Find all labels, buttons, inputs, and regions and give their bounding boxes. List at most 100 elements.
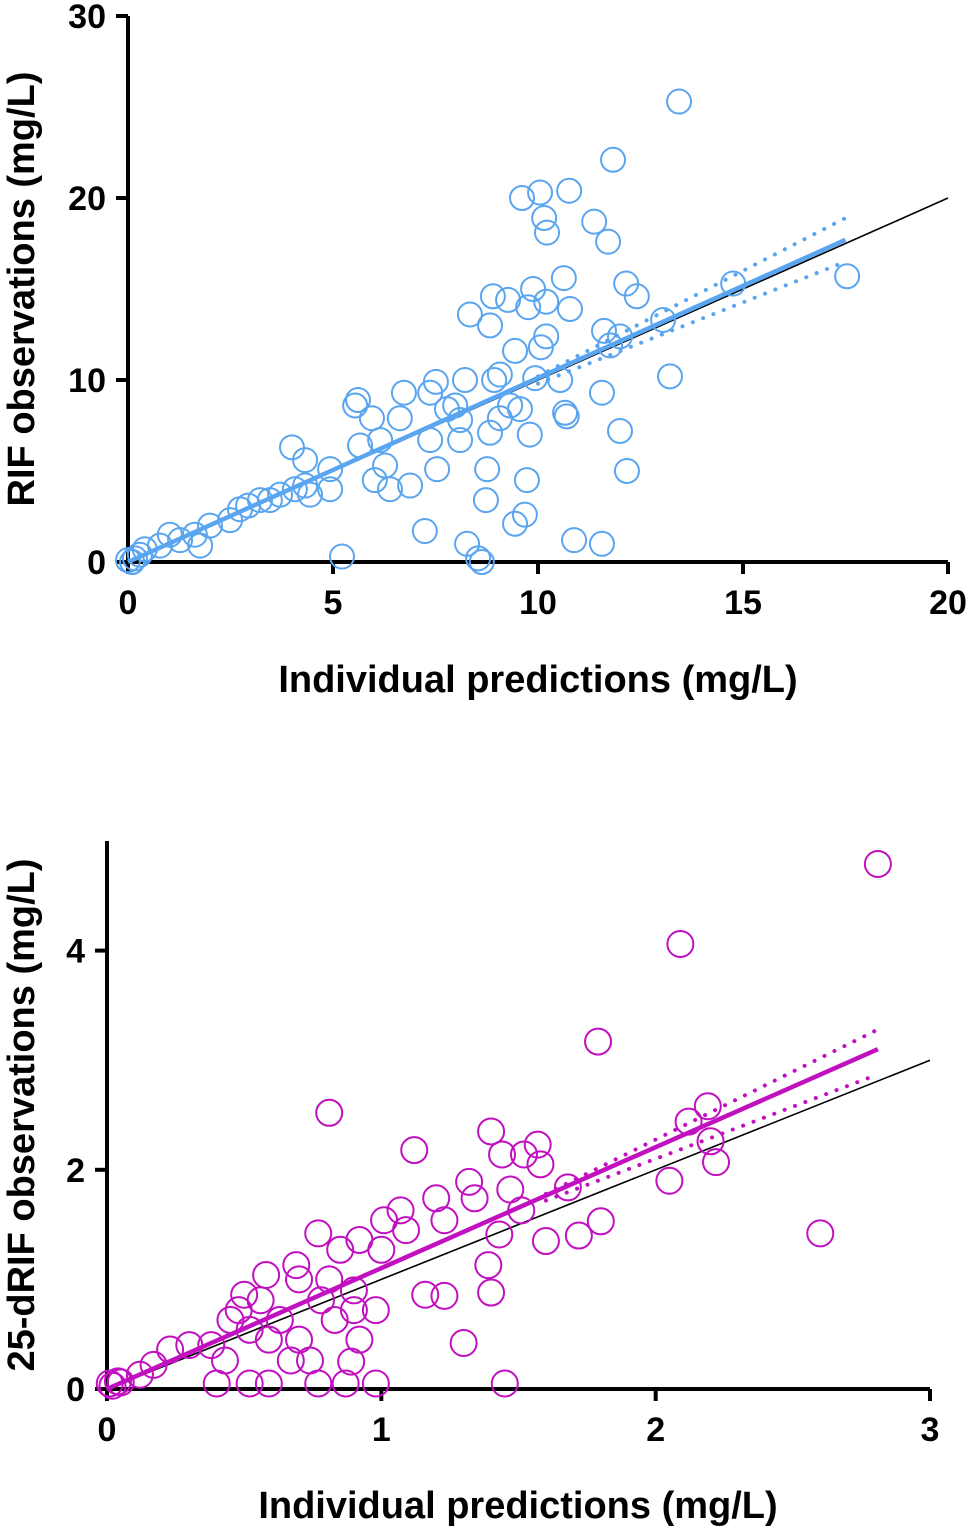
ci-lower-line: [543, 1072, 880, 1203]
rif-panel: Individual predictions (mg/L) RIF observ…: [1, 0, 967, 701]
data-point: [367, 427, 394, 454]
data-point: [468, 549, 495, 575]
x-axis-label: Individual predictions (mg/L): [258, 1485, 777, 1527]
data-point: [126, 541, 153, 568]
x-tick-label: 0: [119, 584, 138, 622]
data-point: [657, 363, 684, 390]
data-point: [455, 1167, 484, 1196]
data-point: [666, 88, 693, 115]
y-tick-label: 0: [66, 1371, 85, 1409]
25-drif-panel: Individual predictions (mg/L) 25-dRIF ob…: [1, 841, 939, 1527]
data-point: [513, 467, 540, 494]
data-point: [531, 1227, 560, 1256]
y-axis-label: RIF observations (mg/L): [1, 72, 43, 507]
data-point: [477, 1278, 506, 1307]
data-point: [516, 421, 543, 448]
data-point: [666, 930, 695, 959]
data-point: [613, 458, 640, 484]
data-point: [361, 1369, 390, 1398]
data-point: [417, 379, 444, 406]
data-point: [281, 476, 308, 503]
data-point: [474, 456, 501, 483]
data-point: [509, 185, 536, 211]
y-tick-label: 20: [68, 180, 106, 218]
data-point: [531, 205, 558, 232]
data-point: [607, 417, 633, 444]
data-point: [358, 405, 385, 432]
data-point: [156, 521, 183, 548]
x-tick-label: 10: [519, 584, 557, 622]
data-point: [304, 1219, 333, 1248]
data-point: [486, 361, 513, 388]
data-point: [452, 367, 479, 393]
x-tick-label: 0: [98, 1411, 117, 1449]
data-point: [386, 1196, 415, 1225]
ci-lower-line: [536, 259, 848, 386]
data-point: [345, 387, 372, 414]
data-point: [556, 296, 583, 323]
x-tick-label: 5: [324, 584, 343, 622]
data-point: [474, 1251, 503, 1280]
data-point: [279, 434, 305, 461]
data-point: [584, 1027, 613, 1056]
data-point: [595, 228, 622, 255]
x-tick-label: 2: [646, 1411, 665, 1449]
data-point: [502, 510, 529, 537]
y-tick-label: 0: [87, 544, 106, 582]
data-point: [527, 179, 554, 206]
data-point: [472, 487, 499, 514]
data-point: [693, 1092, 722, 1121]
y-axis-label: 25-dRIF observations (mg/L): [1, 858, 43, 1371]
data-point: [586, 1207, 615, 1236]
data-point: [187, 532, 214, 559]
data-point: [411, 518, 438, 545]
data-point: [254, 1369, 283, 1398]
data-point: [361, 467, 388, 494]
data-point: [447, 427, 474, 454]
data-point: [252, 1261, 281, 1290]
data-point: [600, 146, 627, 173]
data-point: [329, 543, 356, 570]
data-point: [276, 1346, 305, 1375]
data-point: [509, 1140, 538, 1169]
data-point: [702, 1148, 731, 1177]
data-point: [400, 1136, 429, 1165]
data-point: [121, 545, 148, 572]
data-point: [511, 501, 538, 528]
y-tick-label: 2: [66, 1152, 85, 1190]
data-point: [477, 1117, 506, 1146]
data-point: [339, 1296, 368, 1325]
data-point: [561, 527, 588, 554]
data-point: [386, 405, 413, 432]
data-point: [292, 447, 319, 474]
data-point: [564, 1221, 593, 1250]
data-point: [515, 294, 542, 321]
data-point: [655, 1166, 684, 1195]
data-point: [534, 219, 561, 246]
data-point: [460, 1184, 489, 1213]
data-point: [285, 1265, 314, 1294]
data-point: [392, 1216, 421, 1245]
x-axis-label: Individual predictions (mg/L): [278, 659, 797, 701]
x-tick-label: 15: [724, 584, 762, 622]
data-point: [623, 283, 650, 310]
data-point: [361, 1296, 390, 1325]
data-point: [495, 286, 522, 313]
data-point: [342, 392, 369, 419]
data-point: [456, 301, 483, 328]
y-tick-label: 30: [68, 0, 106, 36]
data-point: [430, 1281, 459, 1310]
data-point: [465, 545, 492, 572]
data-point: [488, 1140, 517, 1169]
data-point: [424, 456, 451, 483]
data-point: [390, 379, 417, 406]
data-point: [696, 1127, 725, 1156]
data-point: [806, 1219, 835, 1248]
data-point: [317, 476, 344, 503]
regression-line: [127, 237, 847, 565]
data-point: [103, 1367, 132, 1396]
data-point: [502, 337, 529, 364]
data-point: [834, 263, 861, 290]
data-point: [337, 1347, 366, 1376]
